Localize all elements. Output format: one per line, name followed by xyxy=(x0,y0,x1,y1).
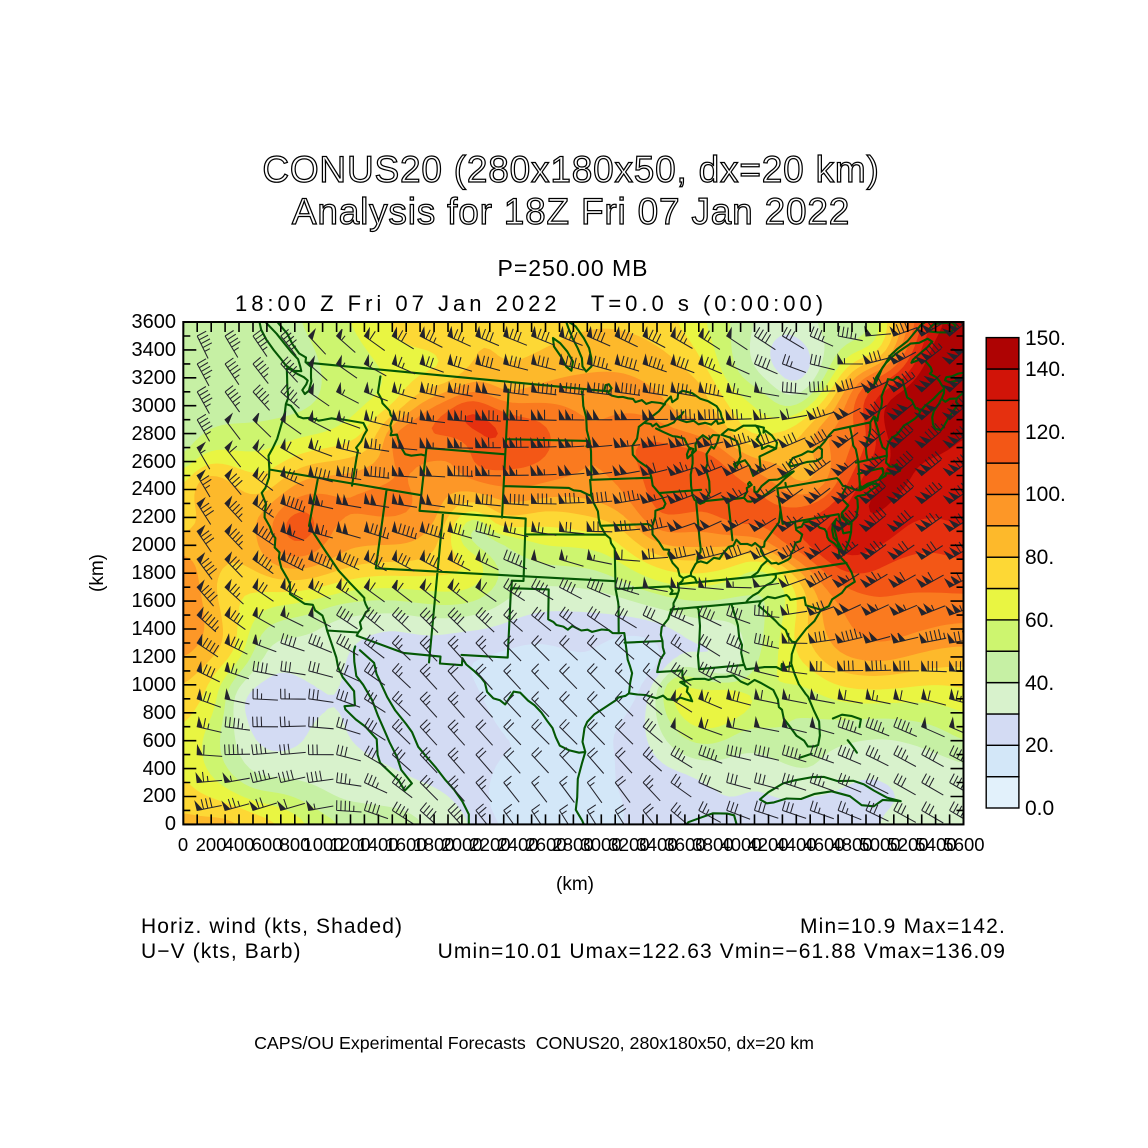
svg-text:80.: 80. xyxy=(1025,546,1054,569)
svg-text:2600: 2600 xyxy=(525,834,566,855)
svg-text:400: 400 xyxy=(224,834,255,855)
svg-text:0.0: 0.0 xyxy=(1025,797,1054,820)
svg-text:3400: 3400 xyxy=(132,339,177,361)
svg-text:800: 800 xyxy=(280,834,311,855)
svg-text:CONUS20 (280x180x50, dx=20 km): CONUS20 (280x180x50, dx=20 km) xyxy=(262,149,879,190)
svg-text:(km): (km) xyxy=(556,874,594,895)
svg-text:U−V (kts, Barb): U−V (kts, Barb) xyxy=(141,940,302,963)
svg-text:1200: 1200 xyxy=(329,834,370,855)
svg-text:3600: 3600 xyxy=(132,311,177,333)
svg-text:60.: 60. xyxy=(1025,609,1054,632)
svg-text:P=250.00 MB: P=250.00 MB xyxy=(497,255,648,281)
svg-text:5000: 5000 xyxy=(859,834,900,855)
svg-text:3200: 3200 xyxy=(132,367,177,389)
svg-text:600: 600 xyxy=(252,834,283,855)
svg-text:3000: 3000 xyxy=(580,834,621,855)
svg-text:200: 200 xyxy=(143,785,176,807)
svg-text:1000: 1000 xyxy=(132,674,177,696)
svg-text:4800: 4800 xyxy=(831,834,872,855)
svg-text:3200: 3200 xyxy=(608,834,649,855)
svg-text:2400: 2400 xyxy=(132,478,177,500)
svg-text:3600: 3600 xyxy=(664,834,705,855)
svg-text:2800: 2800 xyxy=(552,834,593,855)
svg-text:CAPS/OU Experimental Forecasts: CAPS/OU Experimental Forecasts CONUS20, … xyxy=(254,1033,814,1053)
svg-text:18:00 Z Fri 07 Jan 2022 T=0.: 18:00 Z Fri 07 Jan 2022 T=0.0 s (0:00:00… xyxy=(235,291,827,316)
svg-text:2600: 2600 xyxy=(132,451,177,473)
svg-text:120.: 120. xyxy=(1025,421,1066,444)
svg-text:20.: 20. xyxy=(1025,734,1054,757)
svg-text:3000: 3000 xyxy=(132,395,177,417)
svg-text:200: 200 xyxy=(196,834,227,855)
svg-text:2800: 2800 xyxy=(132,423,177,445)
svg-text:400: 400 xyxy=(143,758,176,780)
svg-text:150.: 150. xyxy=(1025,327,1066,350)
svg-text:0: 0 xyxy=(165,813,176,835)
svg-text:140.: 140. xyxy=(1025,358,1066,381)
svg-text:Umin=10.01 Umax=122.63 Vmin=−6: Umin=10.01 Umax=122.63 Vmin=−61.88 Vmax=… xyxy=(438,940,1006,963)
svg-text:(km): (km) xyxy=(87,554,108,592)
svg-text:1400: 1400 xyxy=(357,834,398,855)
svg-text:1200: 1200 xyxy=(132,646,177,668)
svg-text:2200: 2200 xyxy=(132,506,177,528)
svg-text:Min=10.9 Max=142.: Min=10.9 Max=142. xyxy=(800,915,1006,938)
svg-text:100.: 100. xyxy=(1025,483,1066,506)
svg-text:4200: 4200 xyxy=(747,834,788,855)
svg-text:2200: 2200 xyxy=(469,834,510,855)
svg-text:4000: 4000 xyxy=(720,834,761,855)
svg-text:2000: 2000 xyxy=(441,834,482,855)
svg-text:4400: 4400 xyxy=(775,834,816,855)
svg-text:Analysis for 18Z Fri 07 Jan 20: Analysis for 18Z Fri 07 Jan 2022 xyxy=(292,191,850,232)
svg-text:1400: 1400 xyxy=(132,618,177,640)
svg-text:800: 800 xyxy=(143,702,176,724)
svg-text:5600: 5600 xyxy=(943,834,984,855)
svg-text:2000: 2000 xyxy=(132,534,177,556)
svg-text:1800: 1800 xyxy=(132,562,177,584)
svg-text:1600: 1600 xyxy=(132,590,177,612)
svg-text:40.: 40. xyxy=(1025,672,1054,695)
svg-text:4600: 4600 xyxy=(803,834,844,855)
svg-text:5200: 5200 xyxy=(887,834,928,855)
svg-text:3400: 3400 xyxy=(636,834,677,855)
svg-text:Horiz. wind (kts, Shaded): Horiz. wind (kts, Shaded) xyxy=(141,915,403,938)
svg-text:0: 0 xyxy=(178,834,188,855)
svg-text:5400: 5400 xyxy=(915,834,956,855)
svg-text:3800: 3800 xyxy=(692,834,733,855)
svg-text:1000: 1000 xyxy=(302,834,343,855)
svg-text:2400: 2400 xyxy=(497,834,538,855)
svg-text:600: 600 xyxy=(143,730,176,752)
svg-text:1600: 1600 xyxy=(385,834,426,855)
svg-text:1800: 1800 xyxy=(413,834,454,855)
